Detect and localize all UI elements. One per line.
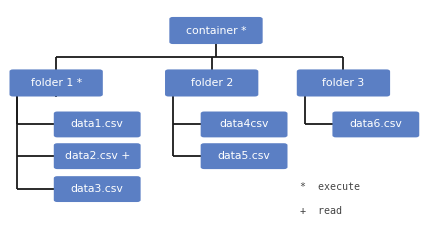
Text: container *: container * xyxy=(186,26,246,35)
Text: data1.csv: data1.csv xyxy=(71,120,124,129)
Text: data5.csv: data5.csv xyxy=(218,151,270,161)
FancyBboxPatch shape xyxy=(200,143,287,169)
Text: data2.csv +: data2.csv + xyxy=(64,151,130,161)
FancyBboxPatch shape xyxy=(10,69,103,96)
Text: data6.csv: data6.csv xyxy=(349,120,402,129)
Text: folder 1 *: folder 1 * xyxy=(31,78,82,88)
FancyBboxPatch shape xyxy=(169,17,263,44)
Text: data4csv: data4csv xyxy=(219,120,269,129)
Text: folder 3: folder 3 xyxy=(322,78,365,88)
Text: folder 2: folder 2 xyxy=(191,78,233,88)
Text: *  execute: * execute xyxy=(300,182,360,192)
FancyBboxPatch shape xyxy=(54,143,141,169)
FancyBboxPatch shape xyxy=(54,112,141,137)
FancyBboxPatch shape xyxy=(200,112,287,137)
Text: +  read: + read xyxy=(300,206,342,216)
FancyBboxPatch shape xyxy=(165,69,258,96)
FancyBboxPatch shape xyxy=(333,112,419,137)
Text: data3.csv: data3.csv xyxy=(71,184,124,194)
FancyBboxPatch shape xyxy=(54,176,141,202)
FancyBboxPatch shape xyxy=(297,69,390,96)
